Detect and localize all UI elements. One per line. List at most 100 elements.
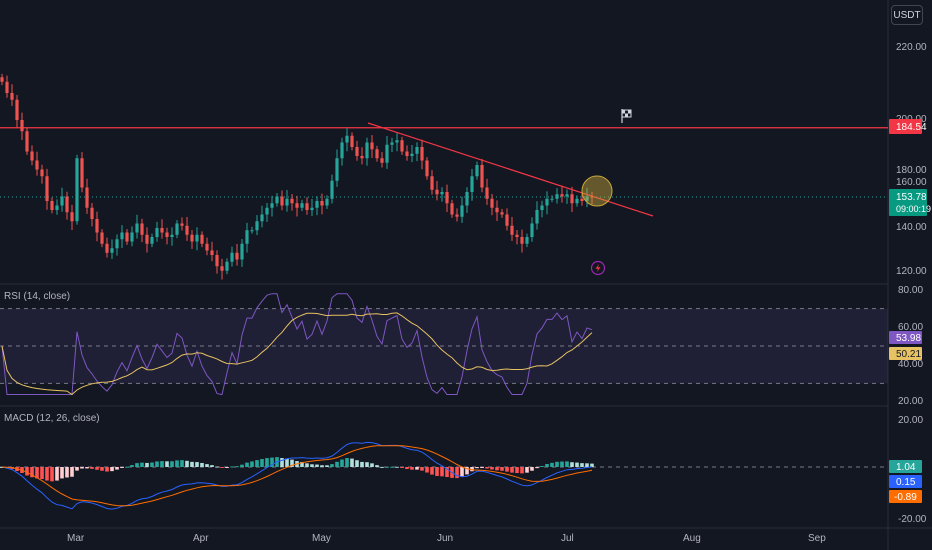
candle-body: [220, 266, 224, 271]
macd-histogram-bar: [315, 464, 319, 467]
macd-histogram-bar: [285, 458, 289, 467]
macd-histogram-bar: [415, 467, 419, 470]
macd-histogram-bar: [265, 458, 269, 467]
candle-body: [335, 158, 339, 181]
candle-body: [285, 198, 289, 206]
candle-body: [275, 196, 279, 204]
signal-line-tag: [889, 490, 922, 503]
candle-body: [515, 234, 519, 237]
candle-body: [175, 223, 179, 235]
time-tick-label: Apr: [193, 533, 209, 544]
macd-histogram-bar: [55, 467, 59, 481]
macd-histogram-bar: [540, 465, 544, 467]
candle-body: [350, 135, 354, 147]
candle-body: [495, 207, 499, 213]
rsi-ma-value-label: 50.21: [896, 349, 921, 360]
candle-body: [270, 203, 274, 208]
downtrend-line: [367, 122, 654, 217]
candle-body: [290, 198, 294, 204]
macd-histogram-bar: [500, 467, 504, 471]
trend-drawings[interactable]: [367, 109, 654, 276]
rsi-ma-value-tag: [889, 347, 922, 360]
macd-histogram-bar: [300, 461, 304, 467]
macd-histogram-bar: [425, 467, 429, 473]
candle-body: [130, 232, 134, 242]
time-tick-label: Jun: [437, 533, 453, 544]
candle-body: [70, 212, 74, 222]
candle-body: [480, 165, 484, 188]
macd-histogram-bar: [465, 467, 469, 475]
macd-histogram-bar: [150, 462, 154, 467]
candle-body: [35, 160, 39, 170]
lightning-icon: [590, 260, 606, 276]
candle-body: [415, 147, 419, 154]
macd-histogram-bar: [325, 465, 329, 467]
candle-body: [545, 198, 549, 206]
candle-body: [530, 223, 534, 237]
candle-body: [135, 223, 139, 233]
candle-body: [490, 198, 494, 208]
macd-histogram-bar: [400, 467, 404, 468]
candle-body: [485, 187, 489, 199]
macd-histogram-bar: [105, 467, 109, 472]
price-tick-label: 140.00: [896, 222, 927, 233]
candle-body: [525, 237, 529, 244]
macd-histogram-bar: [335, 461, 339, 467]
macd-histogram-bar: [30, 467, 34, 478]
price-tick-label: 120.00: [896, 266, 927, 277]
macd-histogram-bar: [165, 461, 169, 467]
rsi-value-tag: [889, 331, 922, 344]
candle-body: [355, 147, 359, 156]
macd-histogram-bar: [525, 467, 529, 473]
candle-body: [205, 243, 209, 251]
macd-histogram-bar: [565, 461, 569, 467]
axes: RSI (14, close) MACD (12, 26, close) 220…: [4, 42, 931, 544]
macd-histogram-bar: [225, 467, 229, 468]
macd-histogram-bar: [120, 467, 124, 468]
flag-icon: [621, 109, 632, 123]
candle-body: [145, 234, 149, 244]
candle-body: [435, 189, 439, 195]
candle-body: [440, 192, 444, 195]
macd-tick-label: 20.00: [898, 415, 923, 426]
candle-body: [120, 232, 124, 240]
macd-histogram-bar: [365, 462, 369, 467]
macd-histogram-bar: [250, 461, 254, 467]
macd-histogram-bar: [575, 462, 579, 467]
candle-body: [375, 149, 379, 159]
candle-body: [100, 232, 104, 244]
macd-title: MACD (12, 26, close): [4, 413, 100, 424]
candle-body: [300, 203, 304, 208]
macd-histogram-bar: [455, 467, 459, 479]
candle-body: [95, 219, 99, 233]
macd-histogram-bar: [280, 458, 284, 467]
candle-body: [305, 203, 309, 210]
macd-histogram-bar: [200, 462, 204, 467]
candle-body: [560, 194, 564, 197]
macd-histogram-bar: [240, 464, 244, 467]
candle-body: [265, 207, 269, 215]
bar-countdown: 09:00:19: [896, 204, 931, 214]
candle-body: [315, 201, 319, 208]
candle-body: [410, 153, 414, 156]
candle-body: [105, 243, 109, 253]
currency-button[interactable]: USDT: [891, 5, 923, 25]
candle-body: [365, 142, 369, 159]
candle-body: [565, 194, 569, 197]
candle-body: [245, 230, 249, 244]
candle-body: [450, 203, 454, 215]
macd-histogram-bar: [505, 467, 509, 472]
macd-histogram-bar: [220, 467, 224, 468]
candlestick-series: [0, 73, 594, 280]
candle-body: [455, 214, 459, 217]
event-marker-bolt: [595, 264, 601, 272]
candle-body: [535, 210, 539, 224]
resistance-line[interactable]: [0, 127, 888, 198]
candle-body: [330, 180, 334, 199]
candle-body: [255, 221, 259, 231]
candle-body: [395, 140, 399, 143]
time-tick-label: May: [312, 533, 331, 544]
macd-histogram-bar: [155, 461, 159, 467]
candle-body: [115, 239, 119, 249]
